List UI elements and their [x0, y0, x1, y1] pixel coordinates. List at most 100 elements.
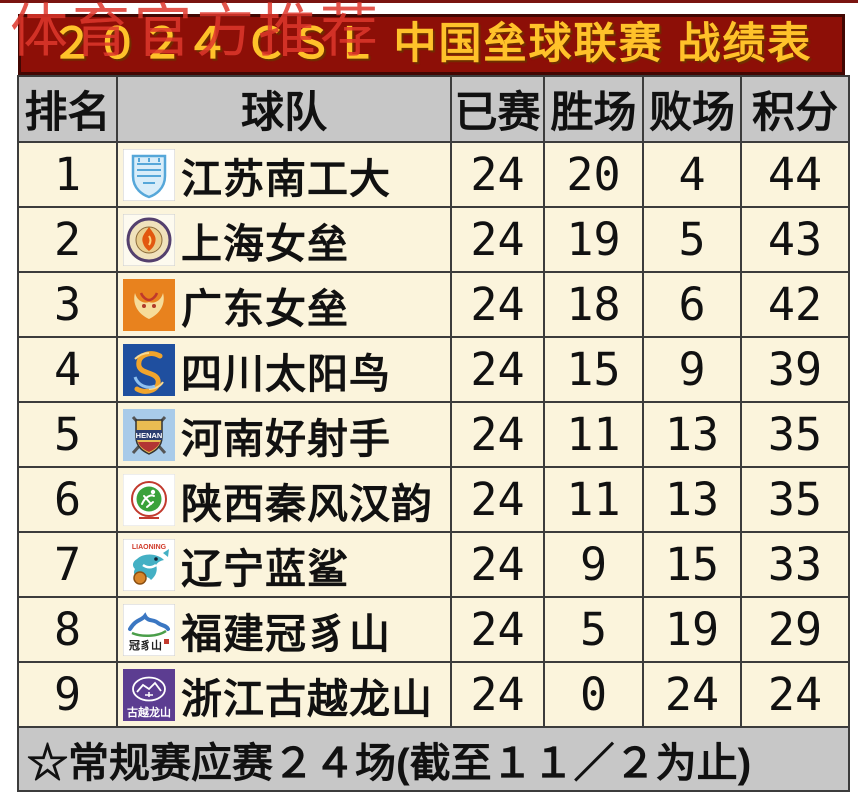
team-name: 福建冠豸山	[181, 610, 391, 657]
team-cell: 广东女垒	[116, 271, 452, 338]
top-border-line	[0, 0, 858, 3]
losses-cell: 19	[642, 596, 742, 663]
table-footer: ☆常规赛应赛２４场(截至１１／２为止)	[17, 726, 850, 792]
wins-cell: 0	[543, 661, 644, 728]
rank-cell: 3	[17, 271, 118, 338]
played-cell: 24	[450, 596, 545, 663]
zhejiang-emblem-icon: 古越龙山	[123, 668, 175, 721]
svg-text:冠豸山: 冠豸山	[129, 638, 162, 652]
rank-cell: 1	[17, 141, 118, 208]
points-cell: 42	[740, 271, 850, 338]
losses-cell: 9	[642, 336, 742, 403]
rank-cell: 2	[17, 206, 118, 273]
table-row: 8 冠豸山 福建冠豸山 24 5 19 29	[17, 596, 850, 663]
losses-cell: 6	[642, 271, 742, 338]
team-name: 浙江古越龙山	[181, 675, 433, 722]
losses-cell: 24	[642, 661, 742, 728]
wins-cell: 5	[543, 596, 644, 663]
team-cell: 冠豸山 福建冠豸山	[116, 596, 452, 663]
team-cell: LIAONING 辽宁蓝鲨	[116, 531, 452, 598]
jiangsu-shield-icon	[123, 148, 175, 201]
team-name: 河南好射手	[181, 415, 391, 462]
svg-text:LIAONING: LIAONING	[132, 544, 167, 551]
standings-table: 排名 球队 已赛 胜场 败场 积分 1 江苏南工大 24 20 4 44 2 上海女垒 24 19…	[17, 75, 850, 792]
rank-cell: 5	[17, 401, 118, 468]
fujian-mountain-icon: 冠豸山	[123, 603, 175, 656]
col-header-team: 球队	[116, 75, 452, 143]
team-cell: 上海女垒	[116, 206, 452, 273]
wins-cell: 11	[543, 466, 644, 533]
team-name: 江苏南工大	[181, 155, 391, 202]
played-cell: 24	[450, 466, 545, 533]
losses-cell: 15	[642, 531, 742, 598]
played-cell: 24	[450, 531, 545, 598]
title-bar: ２０２４ ＣＳＬ 中国垒球联赛 战绩表	[18, 14, 845, 75]
col-header-rank: 排名	[17, 75, 118, 143]
losses-cell: 13	[642, 466, 742, 533]
team-cell: 陕西秦风汉韵	[116, 466, 452, 533]
team-cell: 四川太阳鸟	[116, 336, 452, 403]
page-title: ２０２４ ＣＳＬ 中国垒球联赛 战绩表	[50, 20, 813, 68]
points-cell: 24	[740, 661, 850, 728]
played-cell: 24	[450, 141, 545, 208]
team-cell: 古越龙山 浙江古越龙山	[116, 661, 452, 728]
table-header: 排名 球队 已赛 胜场 败场 积分	[17, 75, 850, 143]
svg-text:古越龙山: 古越龙山	[127, 705, 171, 719]
played-cell: 24	[450, 401, 545, 468]
table-row: 7 LIAONING 辽宁蓝鲨 24 9 15 33	[17, 531, 850, 598]
team-name: 广东女垒	[181, 285, 349, 332]
losses-cell: 5	[642, 206, 742, 273]
table-row: 6 陕西秦风汉韵 24 11 13 35	[17, 466, 850, 533]
table-row: 1 江苏南工大 24 20 4 44	[17, 141, 850, 208]
liaoning-shark-icon: LIAONING	[123, 538, 175, 591]
col-header-played: 已赛	[450, 75, 545, 143]
team-name: 上海女垒	[181, 220, 349, 267]
played-cell: 24	[450, 336, 545, 403]
team-name: 辽宁蓝鲨	[181, 545, 349, 592]
rank-cell: 6	[17, 466, 118, 533]
table-row: 5 HENAN 河南好射手 24 11 13 35	[17, 401, 850, 468]
rank-cell: 4	[17, 336, 118, 403]
points-cell: 33	[740, 531, 850, 598]
shaanxi-circle-icon	[123, 473, 175, 526]
rank-cell: 8	[17, 596, 118, 663]
rank-cell: 7	[17, 531, 118, 598]
points-cell: 43	[740, 206, 850, 273]
footer-note: ☆常规赛应赛２４场(截至１１／２为止)	[17, 726, 850, 792]
footer-row: ☆常规赛应赛２４场(截至１１／２为止)	[17, 726, 850, 792]
table-row: 9 古越龙山 浙江古越龙山 24 0 24 24	[17, 661, 850, 728]
losses-cell: 13	[642, 401, 742, 468]
table-row: 4 四川太阳鸟 24 15 9 39	[17, 336, 850, 403]
played-cell: 24	[450, 271, 545, 338]
points-cell: 39	[740, 336, 850, 403]
points-cell: 35	[740, 466, 850, 533]
wins-cell: 19	[543, 206, 644, 273]
sichuan-phoenix-icon	[123, 343, 175, 396]
team-name: 陕西秦风汉韵	[181, 480, 433, 527]
team-cell: HENAN 河南好射手	[116, 401, 452, 468]
wins-cell: 20	[543, 141, 644, 208]
team-name: 四川太阳鸟	[181, 350, 391, 397]
shanghai-torch-icon	[123, 213, 175, 266]
points-cell: 35	[740, 401, 850, 468]
standings-body: 1 江苏南工大 24 20 4 44 2 上海女垒 24 19 5 43 3 广东女垒 24 18 6 42 4 四川…	[17, 141, 850, 728]
wins-cell: 15	[543, 336, 644, 403]
wins-cell: 9	[543, 531, 644, 598]
col-header-losses: 败场	[642, 75, 742, 143]
table-row: 3 广东女垒 24 18 6 42	[17, 271, 850, 338]
col-header-wins: 胜场	[543, 75, 644, 143]
header-row: 排名 球队 已赛 胜场 败场 积分	[17, 75, 850, 143]
svg-text:HENAN: HENAN	[136, 431, 163, 440]
played-cell: 24	[450, 206, 545, 273]
points-cell: 44	[740, 141, 850, 208]
guangdong-ram-icon	[123, 278, 175, 331]
played-cell: 24	[450, 661, 545, 728]
losses-cell: 4	[642, 141, 742, 208]
table-row: 2 上海女垒 24 19 5 43	[17, 206, 850, 273]
rank-cell: 9	[17, 661, 118, 728]
points-cell: 29	[740, 596, 850, 663]
wins-cell: 11	[543, 401, 644, 468]
wins-cell: 18	[543, 271, 644, 338]
team-cell: 江苏南工大	[116, 141, 452, 208]
col-header-points: 积分	[740, 75, 850, 143]
